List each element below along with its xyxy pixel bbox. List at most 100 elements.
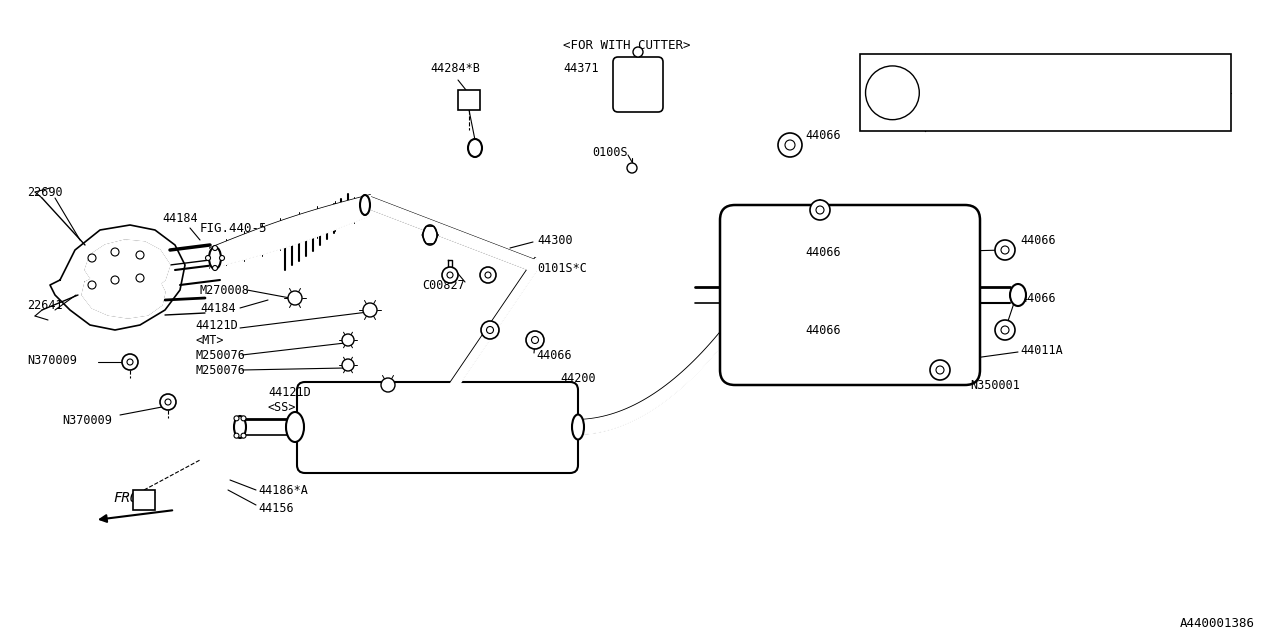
Text: 44284*B: 44284*B — [430, 61, 480, 74]
Text: <MT>: <MT> — [195, 333, 224, 346]
Circle shape — [234, 433, 239, 438]
FancyBboxPatch shape — [297, 382, 579, 473]
Circle shape — [136, 274, 143, 282]
Circle shape — [136, 251, 143, 259]
Text: 44200: 44200 — [561, 371, 595, 385]
Text: N350001: N350001 — [970, 378, 1020, 392]
Circle shape — [480, 267, 497, 283]
Circle shape — [241, 433, 246, 438]
Circle shape — [381, 378, 396, 392]
Circle shape — [531, 337, 539, 344]
Circle shape — [486, 326, 494, 333]
Circle shape — [111, 276, 119, 284]
Text: A440001386: A440001386 — [1180, 617, 1254, 630]
Text: 44184: 44184 — [163, 211, 197, 225]
Text: M250076: M250076 — [195, 349, 244, 362]
Text: 44066: 44066 — [805, 129, 841, 141]
Circle shape — [936, 366, 945, 374]
Text: 44156: 44156 — [259, 502, 293, 515]
Circle shape — [241, 416, 246, 421]
Circle shape — [122, 354, 138, 370]
Circle shape — [212, 246, 218, 250]
Text: M270008: M270008 — [200, 284, 250, 296]
Text: A: A — [141, 495, 147, 505]
Text: 22690: 22690 — [27, 186, 63, 198]
Text: 44066: 44066 — [1020, 234, 1056, 246]
Circle shape — [342, 334, 355, 346]
Polygon shape — [82, 270, 165, 318]
Text: FIG.440-5: FIG.440-5 — [200, 221, 268, 234]
Circle shape — [778, 133, 803, 157]
FancyBboxPatch shape — [719, 205, 980, 385]
Circle shape — [342, 359, 355, 371]
Text: <SS>: <SS> — [268, 401, 297, 413]
Circle shape — [364, 303, 378, 317]
Circle shape — [810, 200, 829, 220]
Circle shape — [817, 206, 824, 214]
Circle shape — [206, 255, 210, 260]
Circle shape — [442, 267, 458, 283]
Text: 22641: 22641 — [27, 298, 63, 312]
Ellipse shape — [572, 415, 584, 440]
Circle shape — [165, 399, 172, 405]
Ellipse shape — [468, 139, 483, 157]
Circle shape — [526, 331, 544, 349]
Circle shape — [127, 359, 133, 365]
Circle shape — [88, 281, 96, 289]
Text: N370009: N370009 — [61, 413, 111, 426]
Ellipse shape — [209, 247, 221, 269]
Circle shape — [995, 320, 1015, 340]
Bar — [860, 54, 1231, 131]
Circle shape — [88, 254, 96, 262]
Text: 44066: 44066 — [536, 349, 572, 362]
Text: 0105S      (0901-): 0105S (0901-) — [932, 104, 1060, 117]
Text: 44066: 44066 — [1020, 291, 1056, 305]
Text: M660014  (-0901): M660014 (-0901) — [932, 68, 1046, 82]
Polygon shape — [50, 225, 186, 330]
Circle shape — [485, 272, 492, 278]
Text: M250076: M250076 — [195, 364, 244, 376]
Text: 0101S*C: 0101S*C — [538, 262, 586, 275]
Circle shape — [288, 291, 302, 305]
Polygon shape — [84, 240, 170, 295]
Text: 44121D: 44121D — [268, 385, 311, 399]
Text: 44011A: 44011A — [1020, 344, 1062, 356]
Circle shape — [481, 321, 499, 339]
Circle shape — [865, 66, 919, 120]
Text: 44066: 44066 — [805, 246, 841, 259]
Text: 1: 1 — [888, 86, 896, 99]
Text: 44186*A: 44186*A — [259, 483, 308, 497]
Bar — [133, 490, 155, 510]
Circle shape — [447, 272, 453, 278]
Circle shape — [995, 240, 1015, 260]
Circle shape — [1001, 326, 1009, 334]
Circle shape — [627, 163, 637, 173]
Circle shape — [212, 266, 218, 271]
Ellipse shape — [1010, 284, 1027, 306]
Text: 44066: 44066 — [805, 323, 841, 337]
Text: 44121D: 44121D — [195, 319, 238, 332]
Ellipse shape — [285, 412, 305, 442]
Circle shape — [1001, 246, 1009, 254]
Bar — [458, 90, 480, 110]
Text: A: A — [466, 95, 472, 105]
Text: 0100S: 0100S — [593, 145, 628, 159]
Text: <FOR WITH CUTTER>: <FOR WITH CUTTER> — [563, 38, 690, 51]
Circle shape — [634, 47, 643, 57]
Text: 44371: 44371 — [563, 61, 599, 74]
Text: N370009: N370009 — [27, 353, 77, 367]
Text: 44300: 44300 — [538, 234, 572, 246]
Ellipse shape — [234, 416, 246, 438]
Ellipse shape — [422, 225, 436, 245]
Text: FRONT: FRONT — [113, 491, 155, 505]
Circle shape — [785, 140, 795, 150]
FancyBboxPatch shape — [613, 57, 663, 112]
Text: C00827: C00827 — [422, 278, 465, 291]
Text: 44184: 44184 — [200, 301, 236, 314]
Circle shape — [234, 416, 239, 421]
Ellipse shape — [360, 195, 370, 215]
Circle shape — [111, 248, 119, 256]
Circle shape — [931, 360, 950, 380]
Circle shape — [219, 255, 224, 260]
Circle shape — [160, 394, 177, 410]
